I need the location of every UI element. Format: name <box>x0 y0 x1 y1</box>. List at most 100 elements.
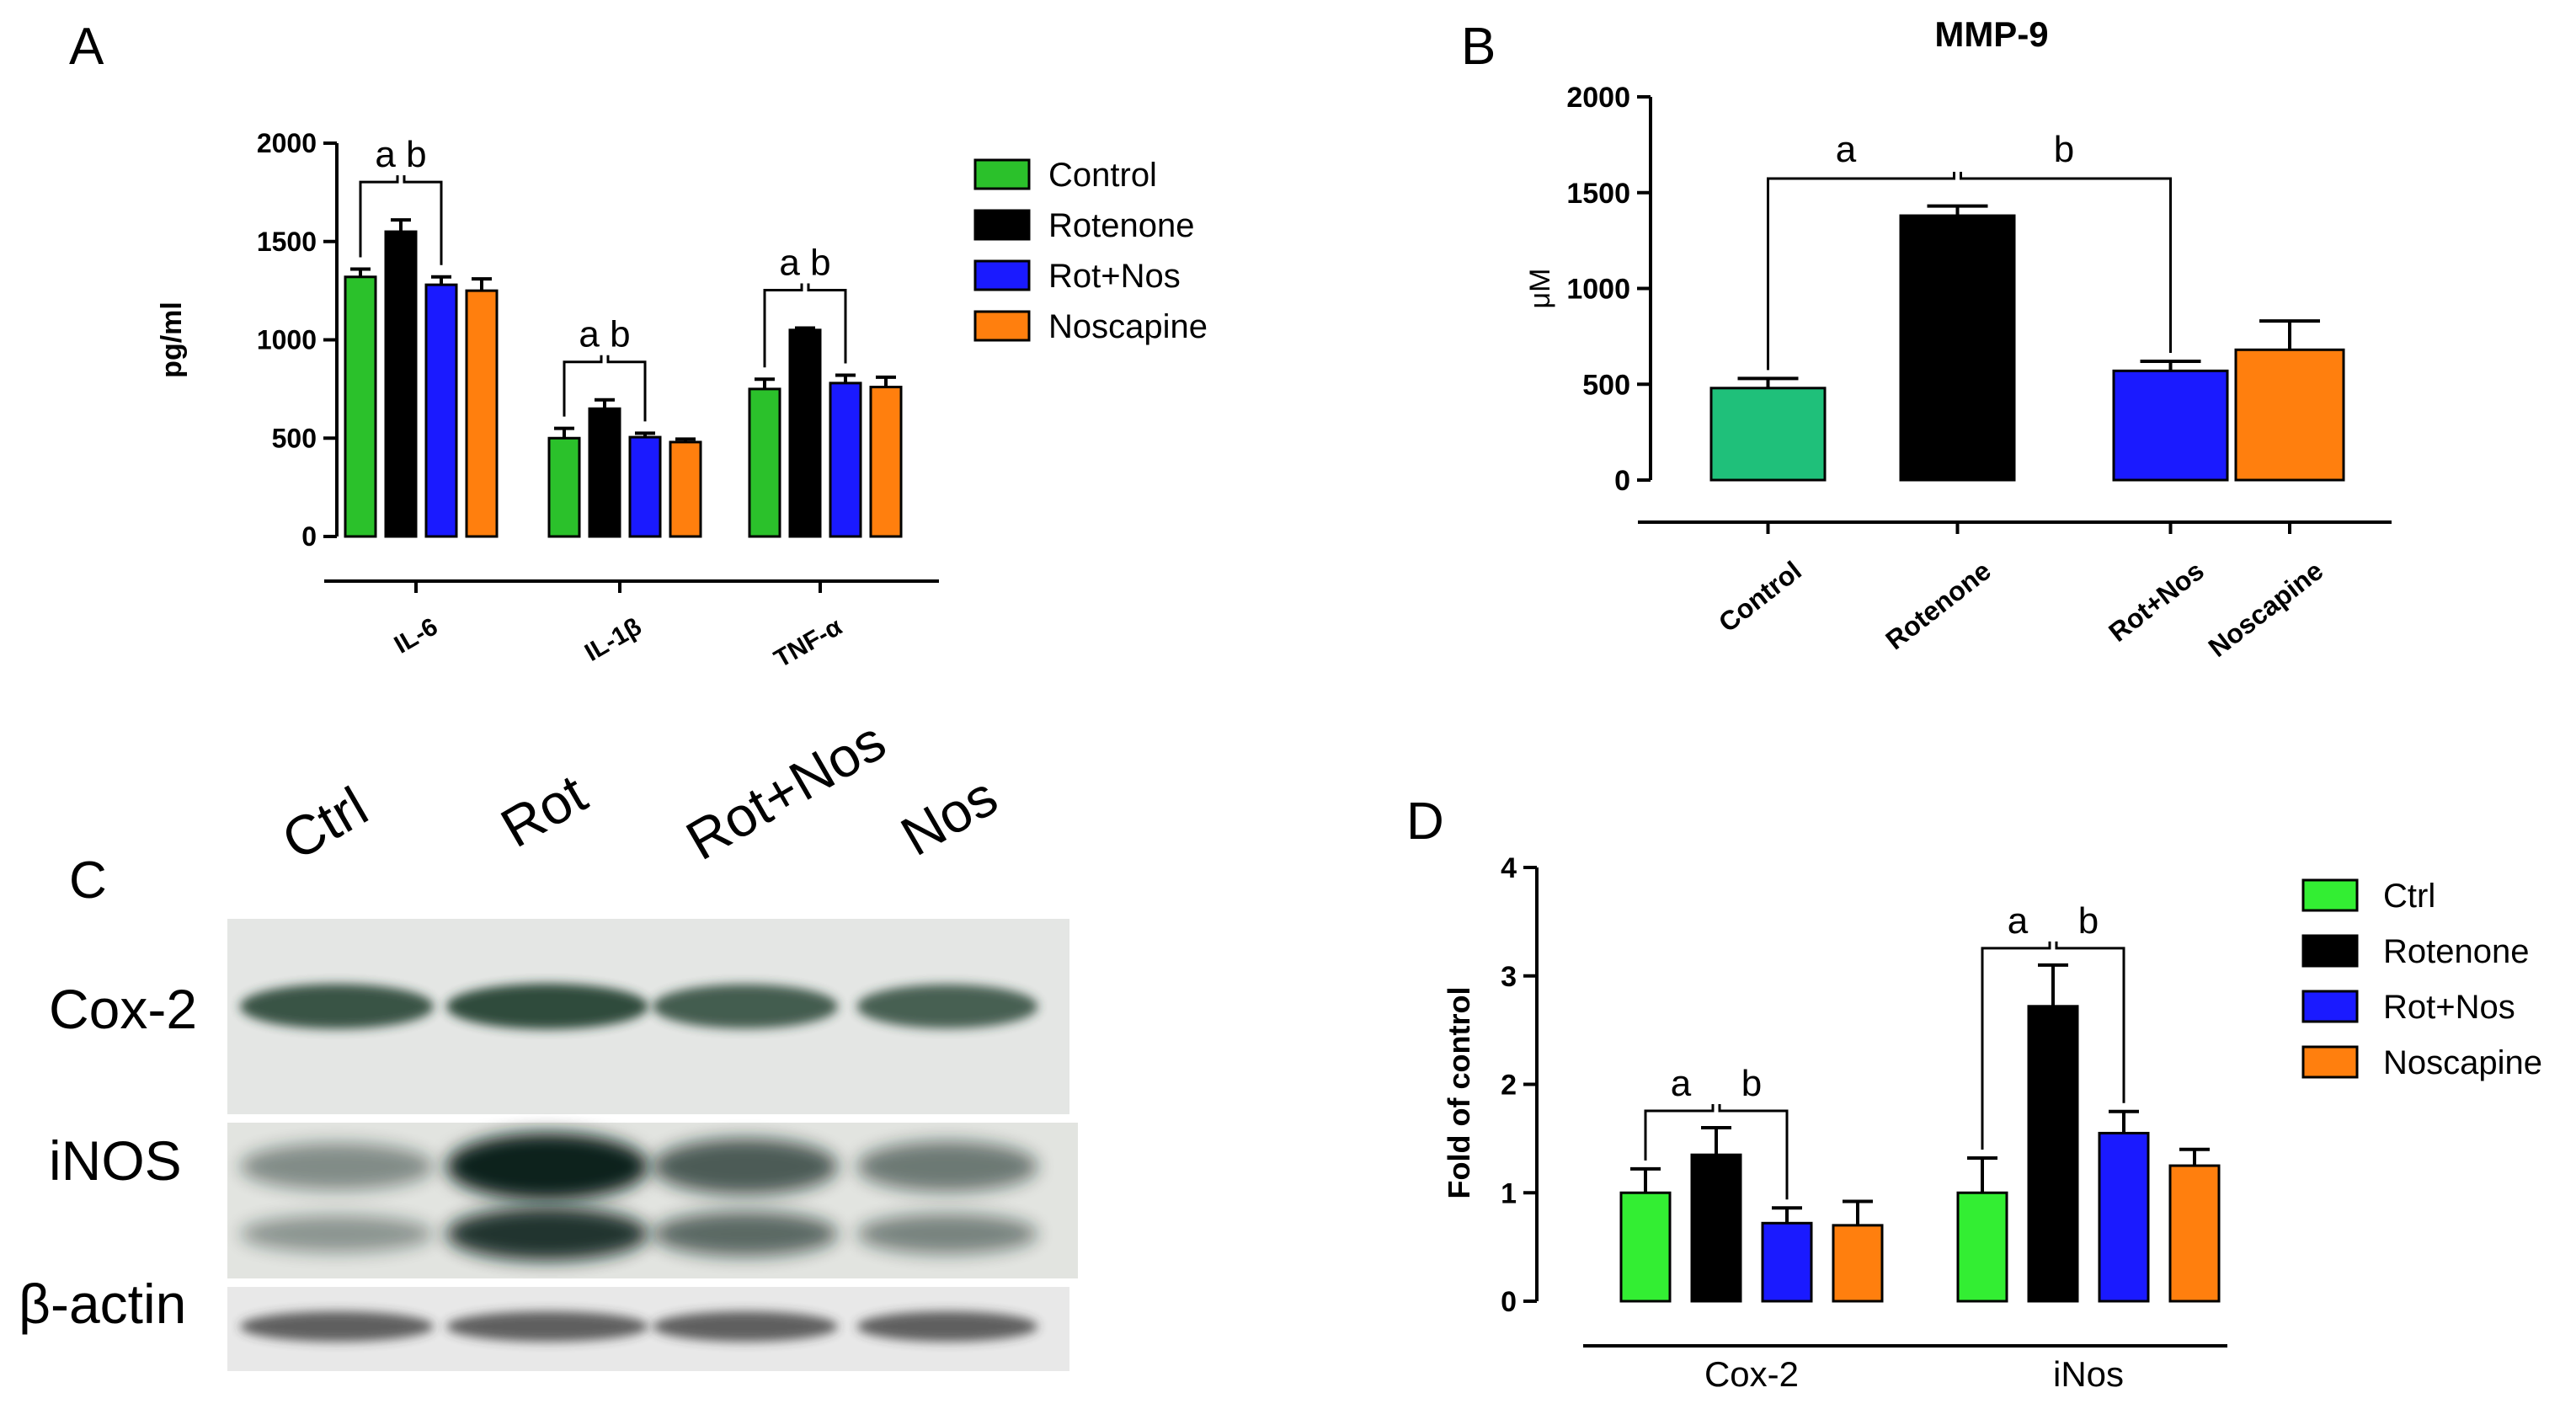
a-bracket <box>563 355 603 417</box>
b-bracket <box>1960 172 2172 353</box>
a-y-tick-label: 0 <box>301 521 317 552</box>
d-annotation: b <box>1741 1063 1762 1104</box>
d-annotation: a <box>1671 1063 1692 1104</box>
a-legend-swatch <box>973 209 1031 241</box>
b-y-tick-label: 1000 <box>1566 274 1630 306</box>
b-bar <box>1709 387 1827 482</box>
panel-label-d: D <box>1406 793 1444 851</box>
d-y-tick-label: 2 <box>1501 1070 1517 1102</box>
b-bar <box>2112 369 2229 482</box>
band-inos-upper <box>856 1140 1038 1193</box>
d-legend-label: Rotenone <box>2383 933 2529 970</box>
d-x-tick-label: Cox-2 <box>1704 1354 1799 1394</box>
d-y-tick-label: 4 <box>1501 852 1517 884</box>
chart-b: MMP-9 0 500 1000 1500 2000 μM Control Rotenone Ro… <box>1524 14 2392 663</box>
b-y-tick-label: 500 <box>1582 369 1630 401</box>
a-bar <box>669 440 702 538</box>
a-bar <box>628 435 662 538</box>
b-bar <box>2234 348 2345 482</box>
a-bar <box>588 407 621 538</box>
band-actin <box>446 1311 648 1342</box>
a-x-tick-label: IL-6 <box>390 612 443 659</box>
d-legend-label: Rot+Nos <box>2383 989 2515 1026</box>
d-annotation: b <box>2078 900 2099 942</box>
a-y-tick-label: 1000 <box>257 325 317 355</box>
d-y-label: Fold of control <box>1442 987 1476 1199</box>
d-legend-swatch <box>2301 990 2359 1023</box>
d-bracket <box>1981 941 2051 1150</box>
band-cox2 <box>653 984 838 1029</box>
a-y-tick-label: 500 <box>272 423 317 453</box>
d-legend-swatch <box>2301 934 2359 968</box>
a-bar <box>748 387 781 538</box>
d-annotation: a <box>2008 900 2029 942</box>
a-bracket <box>763 283 803 368</box>
chart-a: 0 500 1000 1500 2000 pg/ml IL-6 a b IL-1β a b TNF-… <box>156 128 1208 673</box>
d-x-tick-label: iNos <box>2053 1354 2124 1394</box>
row-label-inos: iNOS <box>49 1129 182 1192</box>
d-bar <box>2098 1131 2150 1303</box>
band-inos-upper <box>240 1143 434 1190</box>
band-inos-upper <box>446 1133 648 1200</box>
b-y-tick-label: 1500 <box>1566 178 1630 210</box>
band-cox2 <box>446 983 648 1030</box>
d-bar <box>1956 1191 2008 1303</box>
a-bracket <box>403 175 443 265</box>
d-legend-swatch <box>2301 878 2359 912</box>
row-label-actin: β-actin <box>19 1273 187 1335</box>
b-x-tick-label: Rot+Nos <box>2103 555 2210 648</box>
a-bar <box>384 230 418 538</box>
b-x-tick-label: Noscapine <box>2203 555 2329 663</box>
d-legend-swatch <box>2301 1045 2359 1079</box>
row-label-cox2: Cox-2 <box>49 978 198 1040</box>
a-legend-label: Rotenone <box>1048 207 1194 244</box>
d-bar <box>1619 1191 1672 1303</box>
d-bracket <box>1644 1104 1715 1161</box>
d-y-tick-label: 0 <box>1501 1286 1517 1318</box>
a-y-label: pg/ml <box>156 302 188 378</box>
band-inos-lower <box>446 1207 648 1261</box>
b-y-tick-label: 0 <box>1614 465 1630 497</box>
b-title: MMP-9 <box>1934 14 2048 54</box>
panel-label-c: C <box>69 851 107 910</box>
a-bracket <box>807 283 847 364</box>
band-actin <box>653 1311 838 1342</box>
a-annotation: a b <box>779 242 830 283</box>
d-bracket <box>2055 941 2125 1103</box>
blot-strips <box>227 919 1078 1371</box>
a-annotation: a b <box>579 314 630 355</box>
a-bar <box>829 382 862 538</box>
b-y-tick-label: 2000 <box>1566 82 1630 114</box>
a-bracket <box>359 175 399 258</box>
band-inos-lower <box>856 1214 1038 1254</box>
a-bar <box>547 436 581 538</box>
a-annotation: a b <box>375 134 426 175</box>
b-x-tick-label: Control <box>1713 555 1807 638</box>
d-bar <box>2027 1005 2079 1303</box>
chart-d: 0 1 2 3 4 Fold of control Cox-2 a b iNos a b Ctrl Rot… <box>1442 852 2542 1394</box>
d-y-tick-label: 1 <box>1501 1177 1517 1209</box>
a-bar <box>424 283 458 538</box>
d-bar <box>1832 1224 1884 1303</box>
band-cox2 <box>240 984 434 1029</box>
a-x-tick-label: IL-1β <box>580 612 647 666</box>
b-x-tick-label: Rotenone <box>1880 555 1996 655</box>
a-bar <box>788 328 822 538</box>
panel-label-a: A <box>69 18 104 76</box>
d-legend-label: Noscapine <box>2383 1044 2542 1081</box>
d-bar <box>1761 1221 1813 1303</box>
a-legend-swatch <box>973 158 1031 190</box>
d-y-tick-label: 3 <box>1501 961 1517 993</box>
a-legend-label: Rot+Nos <box>1048 258 1181 295</box>
d-bracket <box>1718 1104 1789 1200</box>
band-inos-upper <box>653 1138 838 1195</box>
a-legend-swatch <box>973 310 1031 342</box>
a-bracket <box>606 355 647 422</box>
a-y-tick-label: 1500 <box>257 227 317 257</box>
d-bar <box>1690 1153 1742 1303</box>
a-bar <box>465 289 499 538</box>
band-inos-lower <box>240 1214 434 1253</box>
band-inos-lower <box>653 1211 838 1257</box>
band-actin <box>240 1311 434 1342</box>
